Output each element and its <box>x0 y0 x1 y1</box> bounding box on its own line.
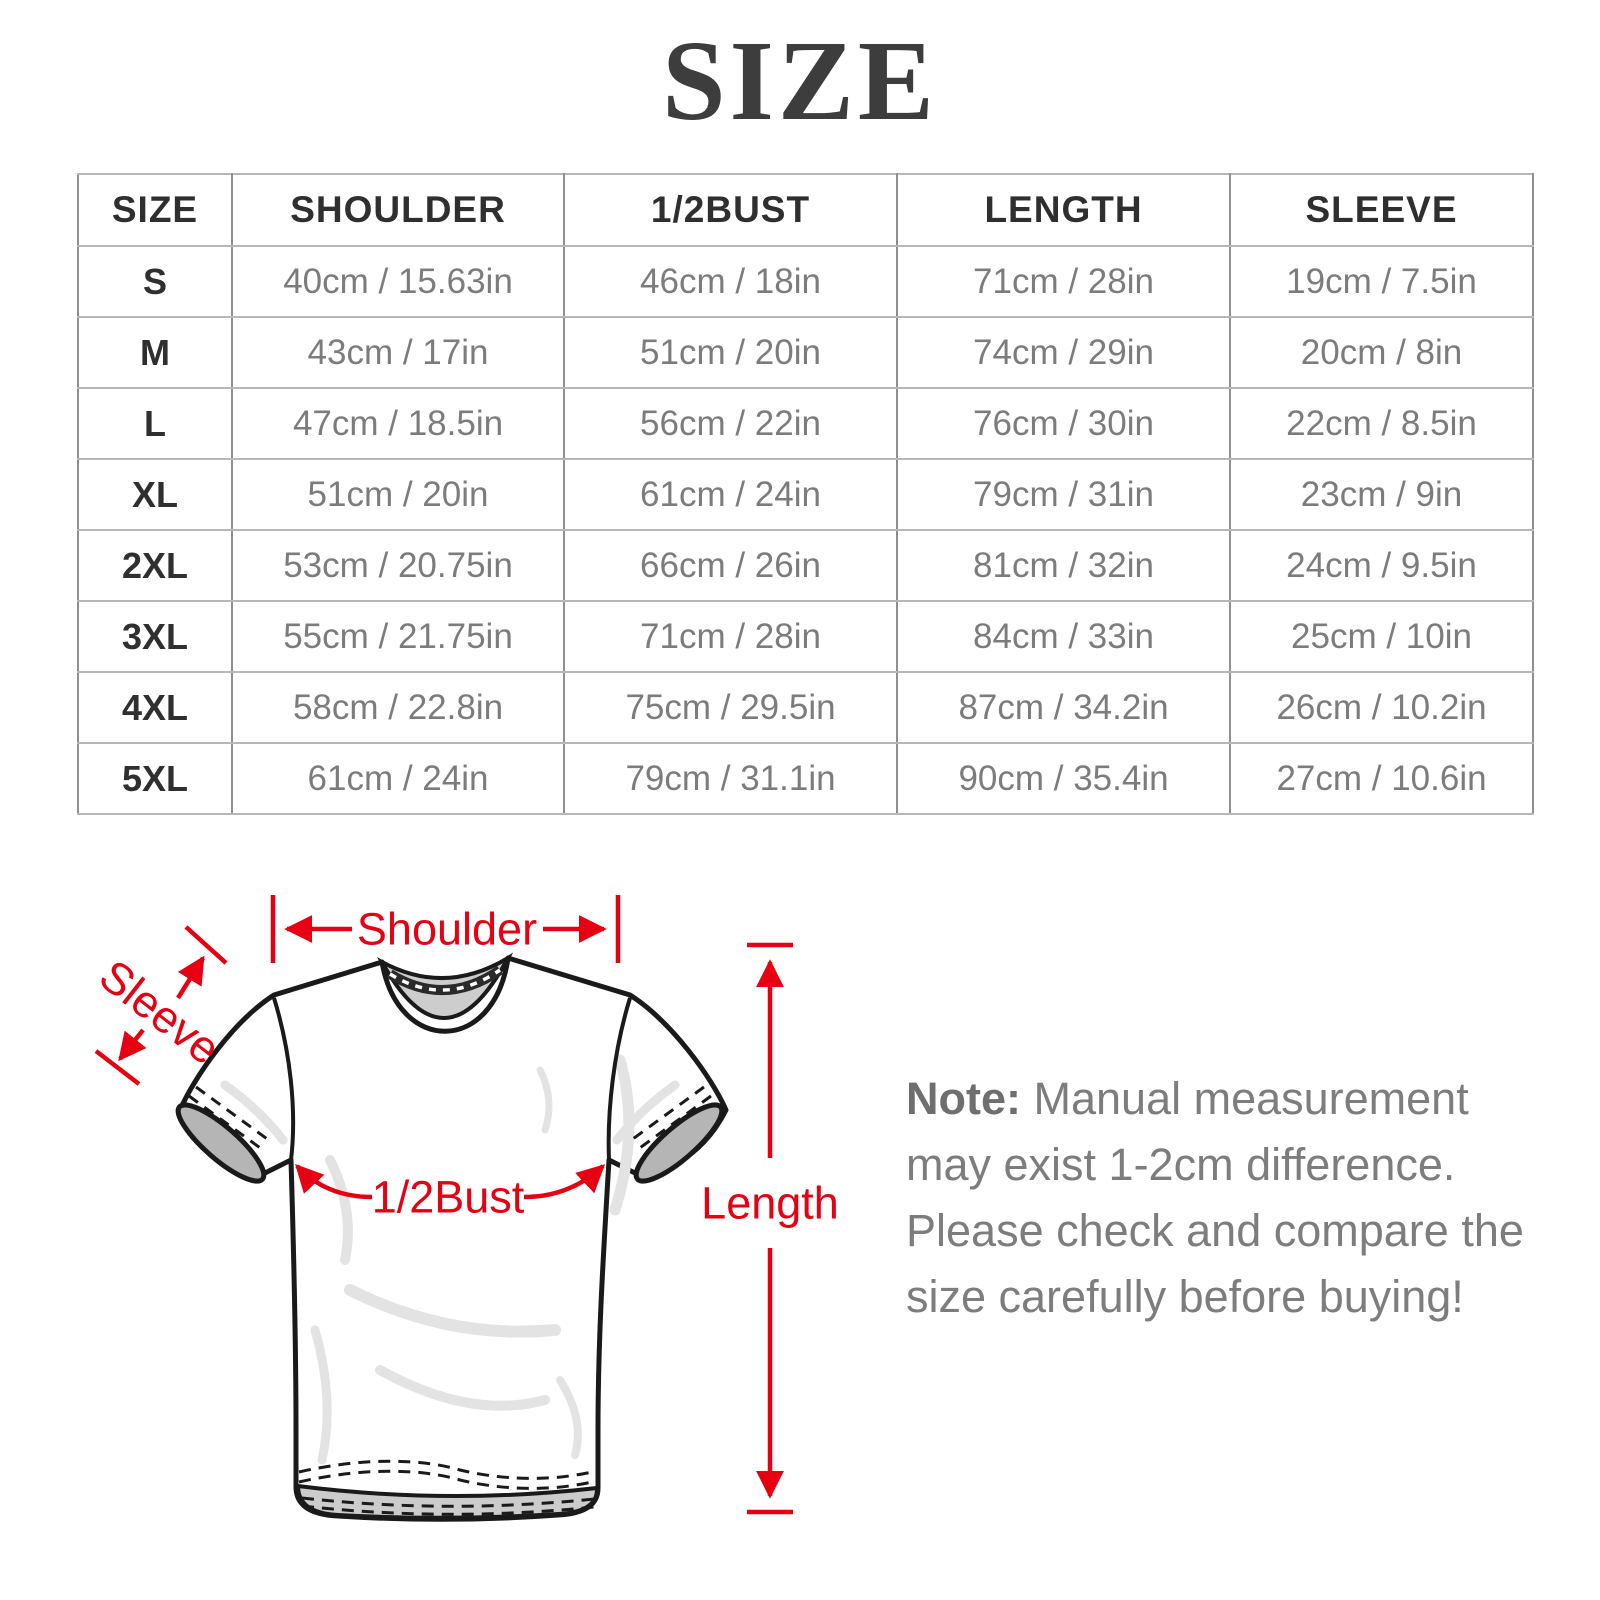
sleeve-cell: 27cm / 10.6in <box>1229 742 1534 815</box>
col-header-bust: 1/2BUST <box>563 173 898 247</box>
col-header-size: SIZE <box>77 173 233 247</box>
size-table-header: SIZE SHOULDER 1/2BUST LENGTH SLEEVE <box>77 173 1534 247</box>
size-cell: M <box>77 316 233 389</box>
col-header-length: LENGTH <box>896 173 1231 247</box>
hem-band <box>295 1483 600 1520</box>
sleeve-cell: 22cm / 8.5in <box>1229 387 1534 460</box>
sleeve-arrow-up <box>176 955 205 1000</box>
sleeve-cell: 24cm / 9.5in <box>1229 529 1534 602</box>
bust-label: 1/2Bust <box>372 1172 525 1223</box>
size-cell: 4XL <box>77 671 233 744</box>
size-cell: L <box>77 387 233 460</box>
shoulder-cell: 51cm / 20in <box>231 458 565 531</box>
bust-cell: 75cm / 29.5in <box>563 671 898 744</box>
shoulder-cell: 43cm / 17in <box>231 316 565 389</box>
length-cell: 84cm / 33in <box>896 600 1231 673</box>
left-cuff <box>175 1102 267 1184</box>
length-cell: 79cm / 31in <box>896 458 1231 531</box>
bust-cell: 46cm / 18in <box>563 245 898 318</box>
size-cell: 2XL <box>77 529 233 602</box>
sleeve-label: Sleeve <box>90 950 230 1075</box>
measurement-note: Note: Manual measurement may exist 1-2cm… <box>906 1066 1546 1330</box>
collar-rib-stitch <box>389 968 501 992</box>
shoulder-cell: 47cm / 18.5in <box>231 387 565 460</box>
size-cell: 3XL <box>77 600 233 673</box>
size-table-body: S 40cm / 15.63in 46cm / 18in 71cm / 28in… <box>77 245 1534 815</box>
note-label: Note: <box>906 1073 1021 1124</box>
table-row: 4XL 58cm / 22.8in 75cm / 29.5in 87cm / 3… <box>77 671 1534 744</box>
size-cell: 5XL <box>77 742 233 815</box>
sleeve-cell: 26cm / 10.2in <box>1229 671 1534 744</box>
right-armhole-seam <box>606 997 632 1161</box>
length-cell: 87cm / 34.2in <box>896 671 1231 744</box>
length-measure: Length <box>701 942 839 1515</box>
shoulder-cell: 58cm / 22.8in <box>231 671 565 744</box>
shoulder-cell: 53cm / 20.75in <box>231 529 565 602</box>
length-cell: 90cm / 35.4in <box>896 742 1231 815</box>
shoulder-measure: Shoulder <box>270 895 621 963</box>
shoulder-label: Shoulder <box>357 904 537 955</box>
bust-cell: 66cm / 26in <box>563 529 898 602</box>
note-text: Manual measurement may exist 1-2cm diffe… <box>906 1073 1524 1322</box>
length-cell: 74cm / 29in <box>896 316 1231 389</box>
col-header-shoulder: SHOULDER <box>231 173 565 247</box>
sleeve-tick-bottom <box>94 1049 141 1086</box>
length-cell: 76cm / 30in <box>896 387 1231 460</box>
table-row: 5XL 61cm / 24in 79cm / 31.1in 90cm / 35.… <box>77 742 1534 815</box>
length-cell: 71cm / 28in <box>896 245 1231 318</box>
tshirt-drawing <box>175 952 729 1522</box>
table-row: XL 51cm / 20in 61cm / 24in 79cm / 31in 2… <box>77 458 1534 531</box>
table-row: 2XL 53cm / 20.75in 66cm / 26in 81cm / 32… <box>77 529 1534 602</box>
sleeve-cell: 20cm / 8in <box>1229 316 1534 389</box>
left-armhole-seam <box>272 997 296 1161</box>
sleeve-cell: 25cm / 10in <box>1229 600 1534 673</box>
sleeve-cell: 19cm / 7.5in <box>1229 245 1534 318</box>
length-label: Length <box>701 1178 839 1229</box>
bust-cell: 56cm / 22in <box>563 387 898 460</box>
tshirt-body <box>177 955 729 1522</box>
bust-cell: 71cm / 28in <box>563 600 898 673</box>
left-cuff-stitches <box>188 1085 271 1152</box>
bust-cell: 51cm / 20in <box>563 316 898 389</box>
hem-stitches <box>298 1459 597 1516</box>
right-cuff <box>633 1102 725 1184</box>
shoulder-cell: 40cm / 15.63in <box>231 245 565 318</box>
table-row: 3XL 55cm / 21.75in 71cm / 28in 84cm / 33… <box>77 600 1534 673</box>
col-header-sleeve: SLEEVE <box>1229 173 1534 247</box>
bust-arrow-right <box>523 1164 606 1200</box>
sleeve-cell: 23cm / 9in <box>1229 458 1534 531</box>
table-row: M 43cm / 17in 51cm / 20in 74cm / 29in 20… <box>77 316 1534 389</box>
bust-arrow-left <box>295 1163 373 1200</box>
page-title: SIZE <box>662 17 938 144</box>
sleeve-arrow-down <box>118 1028 147 1062</box>
size-cell: S <box>77 245 233 318</box>
table-row: L 47cm / 18.5in 56cm / 22in 76cm / 30in … <box>77 387 1534 460</box>
bust-cell: 79cm / 31.1in <box>563 742 898 815</box>
size-table: SIZE SHOULDER 1/2BUST LENGTH SLEEVE S 40… <box>77 173 1534 815</box>
size-cell: XL <box>77 458 233 531</box>
bust-cell: 61cm / 24in <box>563 458 898 531</box>
shoulder-cell: 61cm / 24in <box>231 742 565 815</box>
wrinkle-shading <box>220 1054 680 1465</box>
table-row: S 40cm / 15.63in 46cm / 18in 71cm / 28in… <box>77 245 1534 318</box>
sleeve-measure: Sleeve <box>90 925 230 1086</box>
bust-measure: 1/2Bust <box>295 1163 606 1223</box>
length-cell: 81cm / 32in <box>896 529 1231 602</box>
sleeve-tick-top <box>184 925 228 965</box>
shoulder-cell: 55cm / 21.75in <box>231 600 565 673</box>
header-row: SIZE SHOULDER 1/2BUST LENGTH SLEEVE <box>77 173 1534 247</box>
right-cuff-stitches <box>629 1085 712 1152</box>
